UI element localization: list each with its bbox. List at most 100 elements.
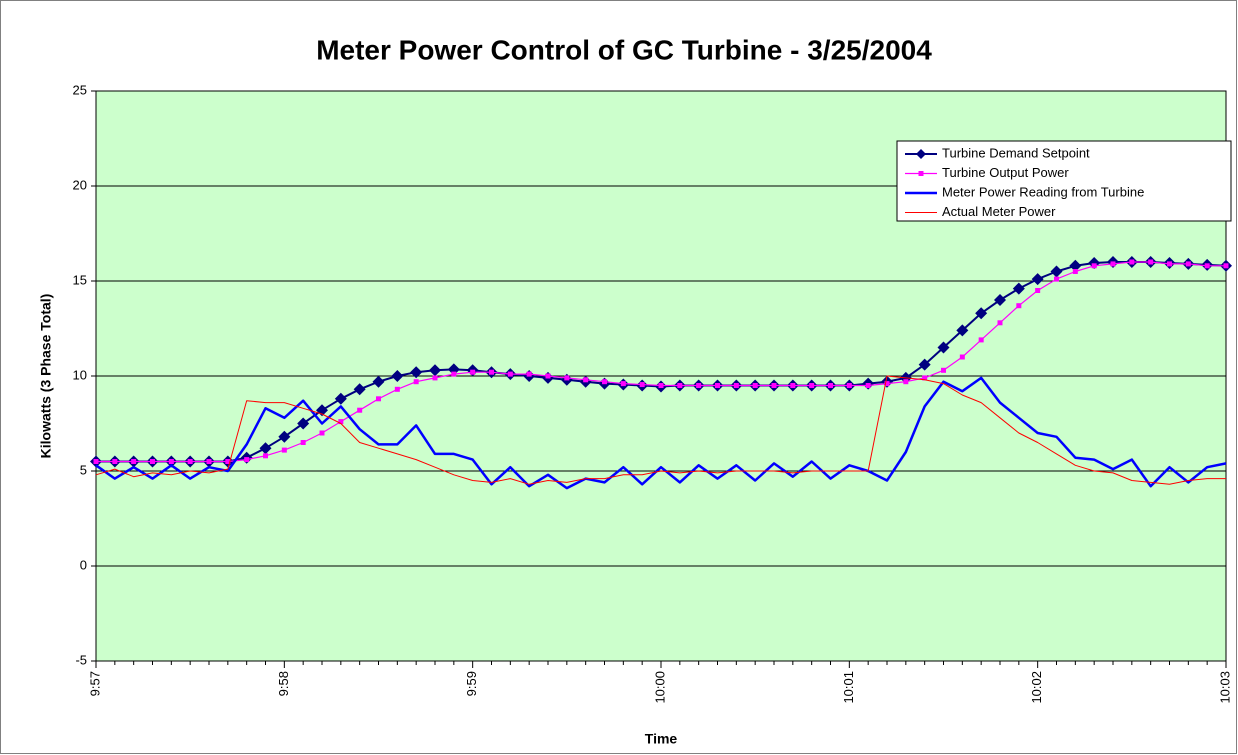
marker	[259, 442, 272, 455]
legend-label: Actual Meter Power	[942, 204, 1056, 219]
marker	[658, 383, 664, 388]
marker	[112, 459, 118, 464]
marker	[319, 430, 325, 436]
marker	[263, 453, 268, 459]
marker	[150, 459, 155, 464]
chart-title: Meter Power Control of GC Turbine - 3/25…	[316, 34, 932, 65]
marker	[884, 381, 890, 387]
marker	[281, 447, 287, 453]
marker	[391, 370, 404, 382]
marker	[1110, 261, 1116, 267]
marker	[244, 457, 250, 463]
x-tick-label: 10:02	[1029, 671, 1044, 704]
y-tick-label: 20	[73, 177, 87, 192]
marker	[225, 459, 231, 464]
marker	[507, 371, 513, 377]
marker	[300, 440, 306, 445]
marker	[1069, 259, 1082, 272]
marker	[93, 459, 99, 464]
marker	[733, 383, 739, 388]
marker	[394, 386, 400, 392]
marker	[602, 379, 607, 385]
y-tick-label: 5	[80, 462, 87, 477]
marker	[376, 396, 381, 402]
y-tick-label: 25	[73, 82, 87, 97]
marker	[828, 383, 833, 388]
marker	[809, 383, 815, 388]
marker	[372, 375, 385, 388]
marker	[922, 375, 928, 381]
marker	[1054, 276, 1059, 282]
marker	[338, 419, 344, 425]
legend: Turbine Demand Setpoint Turbine Output Po…	[896, 140, 1232, 222]
marker	[994, 294, 1006, 306]
legend-label: Meter Power Reading from Turbine	[942, 184, 1144, 199]
marker	[959, 354, 965, 360]
marker	[865, 383, 871, 388]
marker	[975, 307, 988, 320]
marker	[1012, 282, 1025, 295]
y-tick-label: 10	[73, 367, 87, 382]
marker	[432, 375, 438, 381]
marker	[1129, 259, 1135, 265]
marker	[997, 320, 1003, 326]
marker	[677, 383, 683, 388]
marker	[1185, 261, 1191, 267]
marker	[413, 379, 419, 385]
marker	[357, 407, 363, 413]
marker	[1223, 263, 1229, 269]
marker	[206, 459, 212, 464]
marker	[564, 375, 570, 381]
x-tick-label: 10:00	[652, 671, 667, 704]
x-tick-label: 10:03	[1217, 671, 1232, 704]
marker	[470, 369, 476, 375]
marker	[941, 367, 946, 373]
y-tick-label: -5	[75, 652, 87, 667]
marker	[526, 371, 532, 377]
marker	[489, 369, 494, 375]
marker	[771, 383, 777, 388]
marker	[583, 377, 589, 383]
marker	[278, 430, 291, 443]
x-tick-label: 10:01	[841, 671, 856, 704]
marker	[187, 459, 193, 464]
y-tick-label: 0	[80, 557, 87, 572]
marker	[752, 383, 758, 388]
marker	[937, 341, 950, 354]
series-line	[95, 375, 1226, 485]
marker	[1072, 269, 1078, 274]
legend-marker	[918, 171, 924, 176]
marker	[353, 383, 366, 396]
marker	[790, 383, 796, 388]
marker	[1091, 263, 1097, 269]
x-tick-label: 9:57	[87, 671, 102, 696]
x-axis-label: Time	[645, 731, 678, 747]
legend-label: Turbine Demand Setpoint	[942, 145, 1090, 160]
y-tick-label: 15	[73, 272, 87, 287]
marker	[696, 383, 702, 388]
y-axis-label: Kilowatts (3 Phase Total)	[38, 294, 54, 459]
marker	[956, 324, 969, 337]
legend-marker	[916, 149, 926, 159]
marker	[639, 382, 645, 388]
x-tick-label: 9:58	[276, 671, 291, 696]
marker	[1167, 261, 1172, 267]
marker	[168, 459, 174, 464]
marker	[1016, 303, 1022, 309]
marker	[715, 383, 720, 388]
marker	[410, 366, 423, 379]
marker	[451, 371, 457, 377]
marker	[620, 381, 626, 387]
marker	[1050, 265, 1063, 278]
marker	[447, 363, 460, 376]
marker	[1035, 288, 1041, 293]
marker	[1148, 259, 1154, 265]
marker	[1204, 263, 1210, 269]
marker	[334, 392, 347, 405]
marker	[429, 364, 441, 377]
marker	[903, 379, 909, 385]
marker	[1031, 273, 1044, 286]
marker	[918, 358, 931, 371]
series-line	[95, 376, 1227, 490]
